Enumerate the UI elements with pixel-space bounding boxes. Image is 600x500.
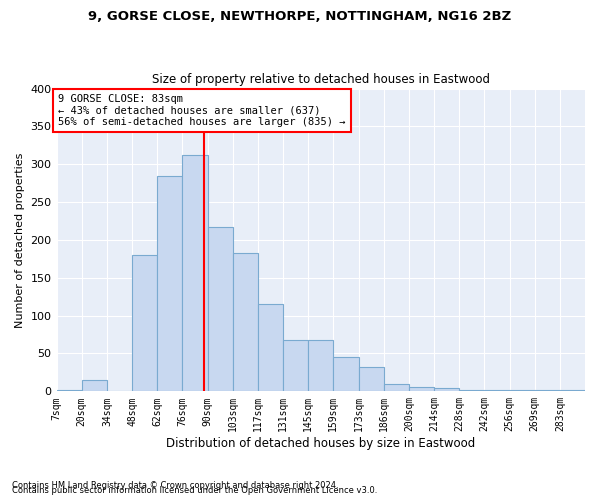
Bar [409,387,434,392]
Bar [459,390,484,392]
X-axis label: Distribution of detached houses by size in Eastwood: Distribution of detached houses by size … [166,437,475,450]
Bar [283,340,308,392]
Bar [182,155,208,392]
Bar [56,390,82,392]
Title: Size of property relative to detached houses in Eastwood: Size of property relative to detached ho… [152,73,490,86]
Bar [383,384,409,392]
Bar [434,388,459,392]
Bar [308,340,334,392]
Bar [82,380,107,392]
Bar [157,176,182,392]
Bar [535,390,560,392]
Text: 9 GORSE CLOSE: 83sqm
← 43% of detached houses are smaller (637)
56% of semi-deta: 9 GORSE CLOSE: 83sqm ← 43% of detached h… [58,94,346,127]
Bar [208,227,233,392]
Bar [560,390,585,392]
Bar [233,253,258,392]
Text: 9, GORSE CLOSE, NEWTHORPE, NOTTINGHAM, NG16 2BZ: 9, GORSE CLOSE, NEWTHORPE, NOTTINGHAM, N… [88,10,512,23]
Bar [509,390,535,392]
Bar [258,304,283,392]
Text: Contains public sector information licensed under the Open Government Licence v3: Contains public sector information licen… [12,486,377,495]
Bar [334,358,359,392]
Y-axis label: Number of detached properties: Number of detached properties [15,152,25,328]
Bar [132,255,157,392]
Bar [359,367,383,392]
Text: Contains HM Land Registry data © Crown copyright and database right 2024.: Contains HM Land Registry data © Crown c… [12,481,338,490]
Bar [484,390,509,392]
